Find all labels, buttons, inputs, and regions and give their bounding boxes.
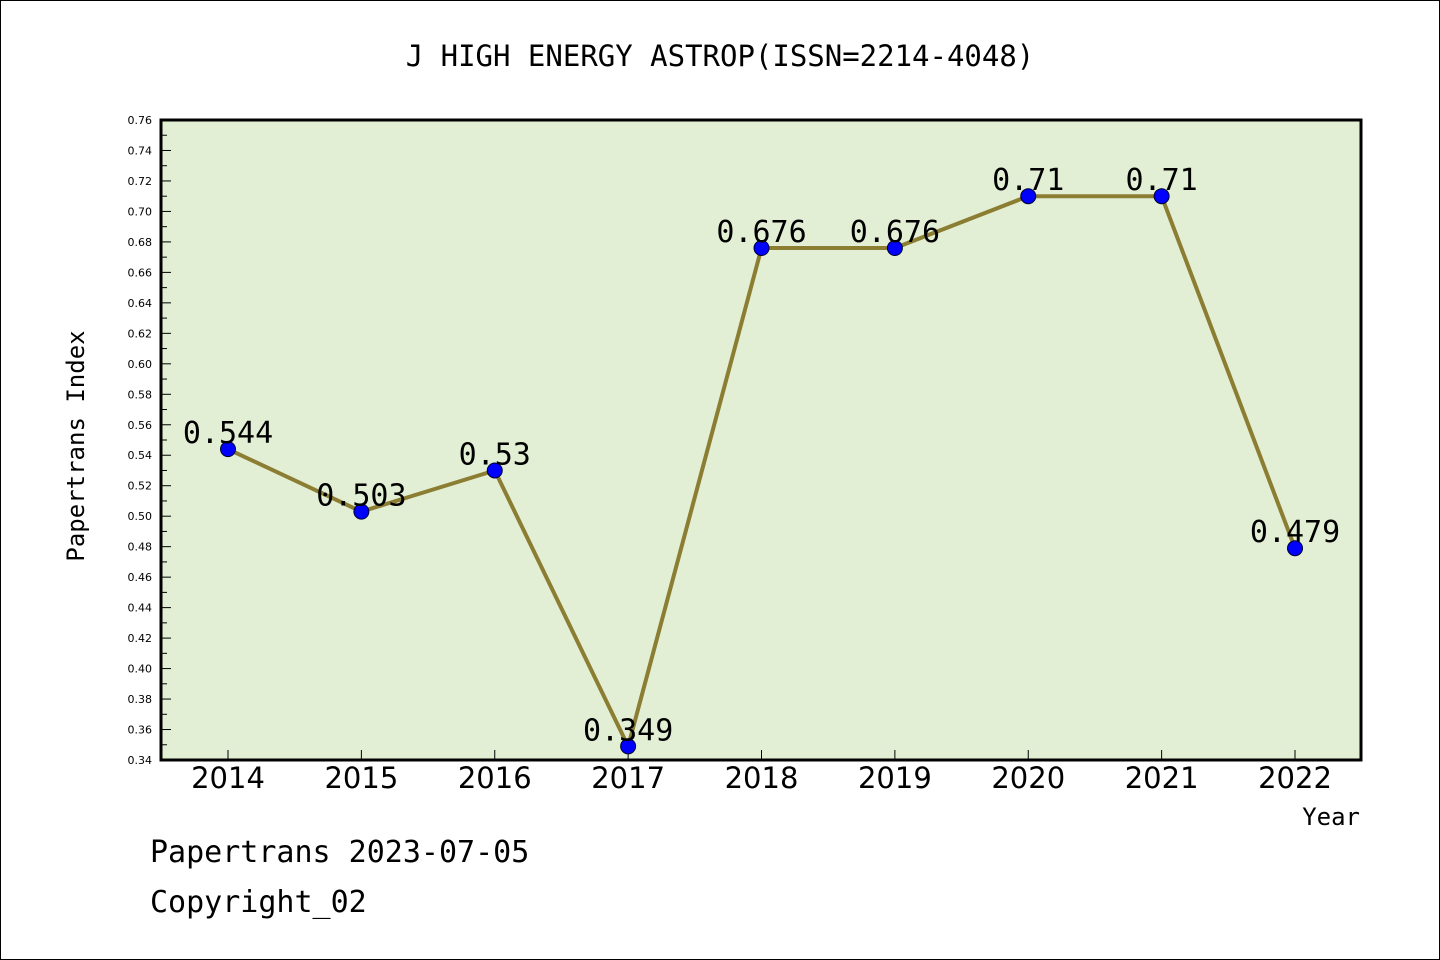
- y-tick-label: 0.70: [128, 205, 153, 218]
- data-point-marker: [1020, 188, 1037, 205]
- y-tick-label: 0.52: [128, 480, 153, 493]
- data-point-marker: [1153, 188, 1170, 205]
- data-label: 0.53: [459, 437, 531, 472]
- y-tick-label: 0.50: [128, 510, 153, 523]
- data-label: 0.71: [1126, 163, 1198, 198]
- data-point-marker: [620, 738, 637, 755]
- x-tick-label: 2018: [725, 761, 799, 795]
- plot-area: [161, 120, 1361, 760]
- y-tick-label: 0.62: [128, 327, 153, 340]
- data-label: 0.503: [316, 479, 406, 514]
- y-tick-label: 0.48: [128, 541, 153, 554]
- data-label: 0.71: [992, 163, 1064, 198]
- x-axis: 2014 2015 2016 2017 2018 2019 2020 2021 2022: [191, 750, 1332, 795]
- y-tick-label: 0.60: [128, 358, 153, 371]
- y-tick-label: 0.44: [128, 602, 153, 615]
- y-tick-label: 0.36: [128, 724, 153, 737]
- data-point-marker: [486, 462, 503, 479]
- series-papertrans-index: [220, 188, 1303, 755]
- x-tick-label: 2019: [858, 761, 932, 795]
- x-tick-label: 2017: [591, 761, 665, 795]
- data-point-marker: [353, 503, 370, 520]
- y-tick-label: 0.34: [128, 754, 153, 767]
- data-label: 0.479: [1250, 515, 1340, 550]
- data-label: 0.544: [183, 416, 273, 451]
- y-axis: 0.34 0.36 0.38 0.40 0.42 0.44 0.46 0.48 0.50 0.52…: [128, 114, 171, 767]
- y-tick-label: 0.38: [128, 693, 153, 706]
- data-point-marker: [753, 240, 770, 256]
- y-axis-label: Papertrans Index: [62, 330, 90, 561]
- y-tick-label: 0.42: [128, 632, 153, 645]
- data-point-marker: [220, 441, 236, 458]
- y-tick-label: 0.74: [128, 144, 153, 157]
- data-labels: 0.544 0.503 0.53 0.349 0.676 0.676 0.71 0.71 0.4…: [183, 163, 1340, 748]
- y-tick-label: 0.46: [128, 571, 153, 584]
- x-tick-label: 2014: [191, 761, 265, 795]
- x-tick-label: 2016: [458, 761, 532, 795]
- x-tick-label: 2015: [324, 761, 398, 795]
- y-tick-label: 0.54: [128, 449, 153, 462]
- chart-title: J HIGH ENERGY ASTROP(ISSN=2214-4048): [406, 39, 1035, 73]
- plot-border: [159, 118, 1363, 762]
- x-tick-label: 2022: [1258, 761, 1332, 795]
- data-point-marker: [1287, 540, 1303, 557]
- data-label: 0.676: [716, 215, 806, 250]
- y-tick-label: 0.56: [128, 419, 153, 432]
- y-tick-label: 0.58: [128, 388, 153, 401]
- footer-date: Papertrans 2023-07-05: [150, 835, 530, 870]
- x-tick-label: 2020: [991, 761, 1065, 795]
- y-tick-label: 0.76: [128, 114, 153, 127]
- data-label: 0.676: [850, 215, 940, 250]
- data-point-marker: [886, 240, 903, 256]
- y-tick-label: 0.66: [128, 266, 153, 279]
- x-tick-label: 2021: [1125, 761, 1199, 795]
- y-tick-label: 0.68: [128, 236, 153, 249]
- data-label: 0.349: [583, 713, 673, 748]
- y-tick-label: 0.40: [128, 663, 153, 676]
- y-tick-label: 0.72: [128, 175, 153, 188]
- x-axis-label: Year: [1302, 803, 1360, 831]
- footer-copyright: Copyright_02: [150, 885, 367, 920]
- y-tick-label: 0.64: [128, 297, 153, 310]
